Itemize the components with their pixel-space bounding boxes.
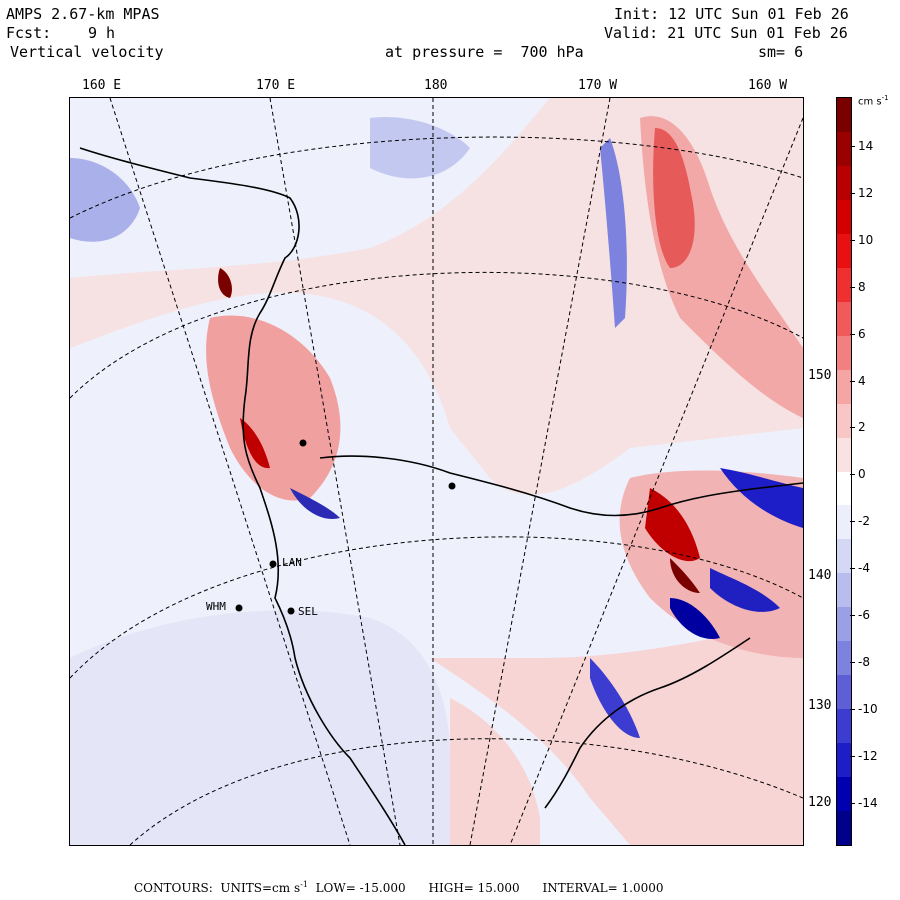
colorbar-tick-label: -14 <box>858 795 878 810</box>
station-label-sel: SEL <box>298 605 318 618</box>
colorbar-segment <box>837 777 851 812</box>
colorbar-segment <box>837 369 851 405</box>
colorbar-segment <box>837 131 851 167</box>
forecast-hour: 9 h <box>88 24 116 42</box>
valid-time: Valid: 21 UTC Sun 01 Feb 26 <box>604 24 848 42</box>
colorbar-segment <box>837 811 851 846</box>
map-panel <box>69 97 804 846</box>
colorbar-tick-label: 12 <box>858 185 874 200</box>
forecast-label: Fcst: <box>6 24 52 42</box>
colorbar-tick <box>850 802 855 804</box>
colorbar-tick <box>850 380 855 382</box>
contour-info: CONTOURS: UNITS=cm s-1 LOW= -15.000 HIGH… <box>134 880 664 895</box>
colorbar-segment <box>837 233 851 269</box>
colorbar-tick <box>850 708 855 710</box>
lon-label-170e: 170 E <box>256 78 296 93</box>
colorbar-segment <box>837 165 851 201</box>
colorbar-tick-label: 4 <box>858 373 866 388</box>
lon-label-160e: 160 E <box>82 78 122 93</box>
colorbar-segment <box>837 607 851 642</box>
colorbar-tick <box>850 192 855 194</box>
colorbar-tick <box>850 239 855 241</box>
pressure-level: at pressure = 700 hPa <box>385 43 584 61</box>
colorbar-segment <box>837 743 851 778</box>
colorbar-tick <box>850 286 855 288</box>
station-label-lan: LAN <box>282 556 302 569</box>
colorbar-tick-label: -12 <box>858 748 878 763</box>
colorbar-segment <box>837 641 851 676</box>
colorbar-tick <box>850 568 855 570</box>
colorbar-tick-label: -8 <box>858 654 870 669</box>
colorbar-tick <box>850 427 855 429</box>
lon-label-170w: 170 W <box>578 78 618 93</box>
colorbar-segment <box>837 539 851 574</box>
colorbar-units: cm s-1 <box>858 94 889 108</box>
colorbar-tick <box>850 333 855 335</box>
colorbar-tick <box>850 661 855 663</box>
colorbar-segment <box>837 675 851 710</box>
colorbar-tick <box>850 521 855 523</box>
lon-label-160w: 160 W <box>748 78 788 93</box>
lon-label-180: 180 <box>424 78 448 93</box>
colorbar-segment <box>837 709 851 744</box>
colorbar-tick <box>850 474 855 476</box>
init-time: Init: 12 UTC Sun 01 Feb 26 <box>614 5 849 23</box>
colorbar-tick-label: -10 <box>858 701 878 716</box>
colorbar-tick-label: 2 <box>858 420 866 435</box>
colorbar-segment <box>837 505 851 540</box>
model-title: AMPS 2.67-km MPAS <box>6 5 160 23</box>
colorbar-tick-label: -6 <box>858 608 870 622</box>
colorbar-tick-label: 8 <box>858 279 866 294</box>
vertical-velocity-map <box>70 98 803 845</box>
colorbar-segment <box>837 199 851 235</box>
colorbar-tick-label: 0 <box>858 467 866 482</box>
colorbar-segment <box>837 471 851 506</box>
colorbar-segment <box>837 573 851 608</box>
colorbar-segment <box>837 301 851 337</box>
colorbar-tick <box>850 755 855 757</box>
colorbar-tick-label: 10 <box>858 232 874 247</box>
colorbar-tick-label: -2 <box>858 514 870 529</box>
smoothing-value: sm= 6 <box>758 43 804 61</box>
colorbar-tick-label: 14 <box>858 139 874 153</box>
colorbar-tick-label: 6 <box>858 326 866 341</box>
colorbar-tick-label: -4 <box>858 561 870 576</box>
colorbar-tick <box>850 146 855 147</box>
colorbar-tick <box>850 615 855 616</box>
colorbar-segment <box>837 437 851 472</box>
colorbar-segment <box>837 335 851 371</box>
colorbar <box>836 97 852 846</box>
colorbar-segment <box>837 267 851 303</box>
colorbar-segment <box>837 98 851 133</box>
station-label-whm: WHM <box>206 600 226 613</box>
field-name: Vertical velocity <box>10 43 164 61</box>
colorbar-segment <box>837 403 851 439</box>
